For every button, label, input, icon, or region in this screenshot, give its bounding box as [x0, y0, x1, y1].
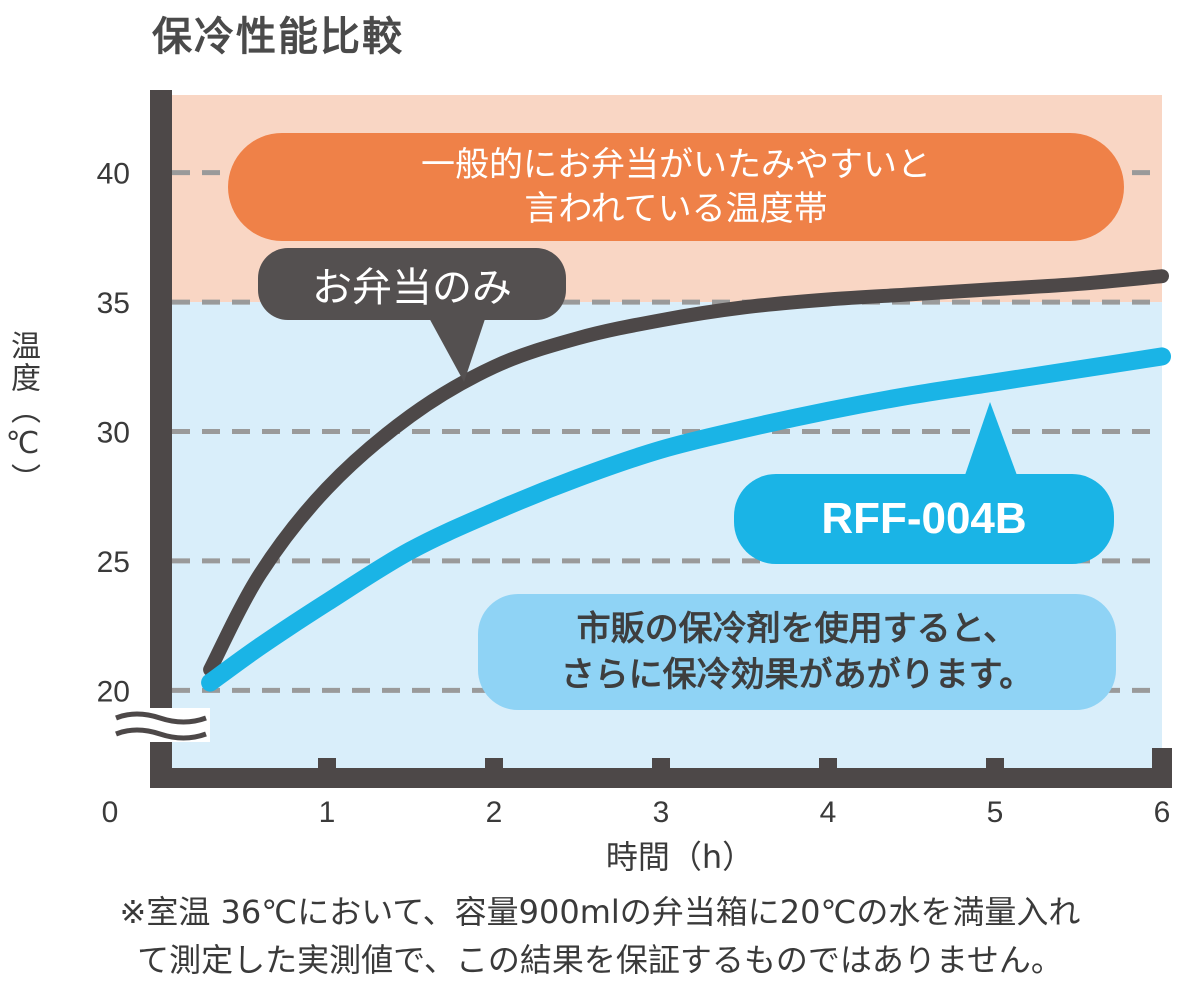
x-tick-label: 0: [102, 796, 119, 829]
x-tick-label: 5: [987, 796, 1004, 829]
footnote-line: ※室温 36℃において、容量900mlの弁当箱に20℃の水を満量入れ: [119, 893, 1081, 931]
x-axis-line: [150, 768, 1172, 788]
y-tick-labels: 20 25 30 35 40: [97, 158, 130, 709]
x-tick-label: 2: [486, 796, 503, 829]
chart-title: 保冷性能比較: [152, 14, 404, 60]
rff-bubble-pointer: [964, 402, 1018, 478]
annotation-line: 市販の保冷剤を使用すると、: [576, 609, 1018, 649]
bento-only-label: お弁当のみ: [258, 248, 566, 320]
rff-004b-line: [201, 347, 1171, 692]
y-axis-label: 温度（℃）: [5, 330, 40, 495]
y-tick-label: 20: [97, 675, 130, 708]
footnote: ※室温 36℃において、容量900mlの弁当箱に20℃の水を満量入れ て測定した…: [0, 888, 1200, 984]
ice-pack-note: 市販の保冷剤を使用すると、 さらに保冷効果があがります。: [478, 594, 1116, 710]
axis-break-mark: [115, 711, 207, 725]
x-tick-label: 4: [820, 796, 837, 829]
x-tick-label: 3: [653, 796, 670, 829]
annotation-line: 言われている温度帯: [524, 189, 828, 229]
y-axis-line: [150, 90, 172, 788]
bento-bubble-pointer: [428, 316, 486, 382]
x-tick-mark: [318, 758, 336, 770]
axis-break-mark: [115, 727, 207, 741]
x-axis-label: 時間（h）: [605, 838, 755, 876]
y-tick-label: 25: [97, 546, 130, 579]
bento-only-line: [203, 269, 1169, 677]
series-lines: [201, 269, 1171, 692]
bubble-pointers: [428, 316, 1018, 478]
y-tick-label: 35: [97, 287, 130, 320]
x-tick-labels: 0 1 2 3 4 5 6: [102, 796, 1171, 829]
annotation-line: 一般的にお弁当がいたみやすいと: [421, 145, 931, 185]
spoilage-zone-annotation: 一般的にお弁当がいたみやすいと 言われている温度帯: [228, 133, 1124, 241]
x-tick-mark: [986, 758, 1004, 770]
x-tick-mark: [1152, 748, 1172, 772]
x-tick-label: 6: [1154, 796, 1171, 829]
rff-004b-label: RFF-004B: [734, 474, 1114, 564]
x-tick-label: 1: [319, 796, 336, 829]
x-tick-mark: [819, 758, 837, 770]
footnote-line: て測定した実測値で、この結果を保証するものではありません。: [137, 941, 1063, 979]
y-tick-label: 40: [97, 158, 130, 191]
axes: [110, 90, 1172, 788]
annotation-line: さらに保冷効果があがります。: [560, 655, 1034, 695]
x-tick-mark: [485, 758, 503, 770]
x-tick-mark: [652, 758, 670, 770]
y-tick-label: 30: [97, 417, 130, 450]
